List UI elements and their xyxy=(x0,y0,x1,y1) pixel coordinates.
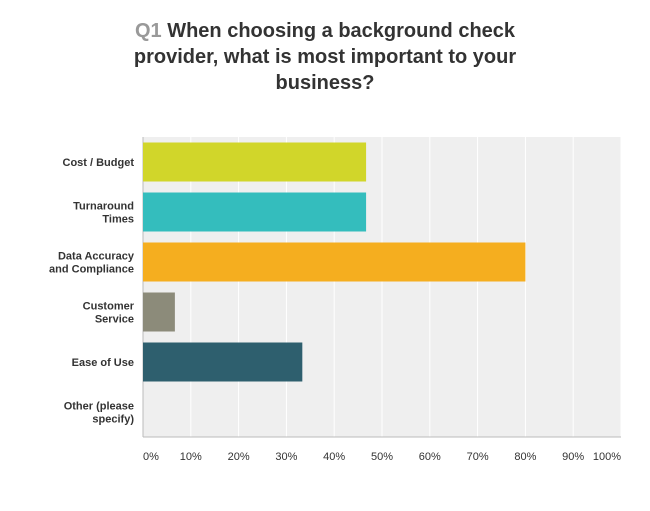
x-tick-label: 0% xyxy=(143,451,159,463)
x-tick-label: 50% xyxy=(371,451,393,463)
x-tick-label: 60% xyxy=(419,451,441,463)
x-tick-label: 100% xyxy=(593,451,621,463)
category-label: Turnaround xyxy=(73,201,134,213)
category-label: Cost / Budget xyxy=(63,157,135,169)
x-tick-label: 10% xyxy=(180,451,202,463)
category-label: Times xyxy=(102,214,134,226)
x-tick-label: 40% xyxy=(323,451,345,463)
x-tick-label: 90% xyxy=(562,451,584,463)
x-tick-label: 20% xyxy=(228,451,250,463)
question-text: When choosing a background check provide… xyxy=(133,20,517,94)
question-number: Q1 xyxy=(134,20,162,42)
bar xyxy=(143,192,367,232)
category-label: Customer xyxy=(83,301,135,313)
category-label: Data Accuracy xyxy=(58,251,135,263)
x-tick-label: 30% xyxy=(275,451,297,463)
bar xyxy=(143,242,526,282)
bar xyxy=(143,342,303,382)
chart-title: Q1 When choosing a background check prov… xyxy=(95,18,555,96)
category-label: specify) xyxy=(92,414,134,426)
category-label: and Compliance xyxy=(49,264,134,276)
category-label: Ease of Use xyxy=(72,357,134,369)
bar xyxy=(143,292,175,332)
category-label: Service xyxy=(95,314,134,326)
bar xyxy=(143,142,367,182)
x-tick-label: 80% xyxy=(514,451,536,463)
x-tick-label: 70% xyxy=(467,451,489,463)
category-label: Other (please xyxy=(64,401,134,413)
